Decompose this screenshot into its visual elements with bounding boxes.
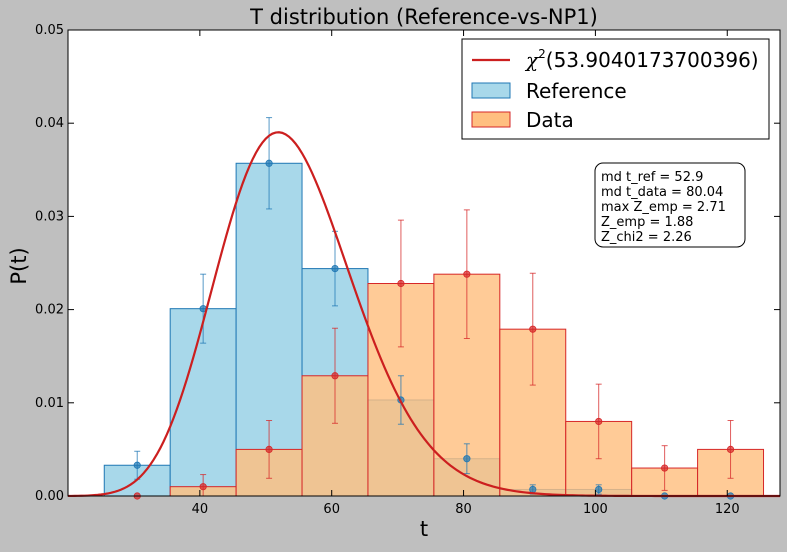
data-point	[595, 417, 603, 426]
y-tick-label: 0.03	[35, 209, 64, 224]
data-point	[265, 445, 273, 453]
legend-chi2-symbol: χ	[524, 48, 540, 72]
y-axis-ticks: 0.00 0.01 0.02 0.03 0.04 0.05	[35, 23, 780, 504]
data-point	[661, 464, 669, 472]
x-tick-label: 120	[715, 502, 740, 517]
plot-frame	[67, 29, 781, 497]
stats-line-max-z-emp: max Z_emp = 2.71	[601, 200, 726, 215]
legend-reference-swatch	[471, 82, 511, 99]
reference-point	[265, 159, 273, 167]
stats-line-z-emp: Z_emp = 1.88	[601, 215, 693, 230]
y-tick-label: 0.02	[35, 303, 64, 318]
legend-chi2-argument: (53.9040173700396)	[546, 48, 759, 72]
stats-line-z-chi2: Z_chi2 = 2.26	[601, 230, 692, 245]
y-tick-label: 0.01	[35, 396, 64, 411]
data-point	[397, 279, 405, 288]
legend-reference-label: Reference	[526, 79, 627, 103]
reference-point	[529, 485, 537, 494]
legend-data-swatch	[471, 111, 511, 128]
x-tick-label: 40	[192, 502, 209, 517]
legend-chi2-superscript: 2	[538, 47, 546, 61]
x-axis-label: t	[420, 517, 428, 541]
y-tick-label: 0.00	[35, 489, 64, 504]
stats-line-md-t-ref: md t_ref = 52.9	[601, 170, 703, 185]
data-point	[199, 483, 207, 491]
reference-error-bars	[133, 117, 735, 500]
stats-annotation-box: md t_ref = 52.9 md t_data = 80.04 max Z_…	[594, 162, 746, 248]
x-tick-label: 100	[583, 502, 608, 517]
reference-point	[463, 455, 471, 463]
legend-chi2-label: χ2(53.9040173700396)	[524, 47, 759, 72]
stats-line-md-t-data: md t_data = 80.04	[601, 185, 723, 200]
y-tick-label: 0.04	[35, 116, 64, 131]
legend-data-label: Data	[526, 108, 574, 132]
data-error-bars	[133, 209, 735, 500]
y-axis-label: P(t)	[7, 247, 31, 284]
reference-point	[595, 485, 603, 494]
x-axis-ticks: 40 60 80 100 120	[192, 30, 740, 517]
x-tick-label: 80	[455, 502, 472, 517]
data-point	[529, 325, 537, 333]
chart-title: T distribution (Reference-vs-NP1)	[249, 5, 598, 29]
reference-point	[331, 264, 339, 273]
stats-box-frame	[594, 162, 746, 248]
legend: χ2(53.9040173700396) Reference Data	[461, 38, 770, 140]
y-tick-label: 0.05	[35, 23, 64, 38]
data-point	[463, 270, 471, 278]
data-point	[331, 372, 339, 380]
reference-point	[133, 461, 141, 469]
legend-frame	[461, 38, 770, 140]
data-point	[726, 445, 735, 453]
x-tick-label: 60	[323, 502, 340, 517]
